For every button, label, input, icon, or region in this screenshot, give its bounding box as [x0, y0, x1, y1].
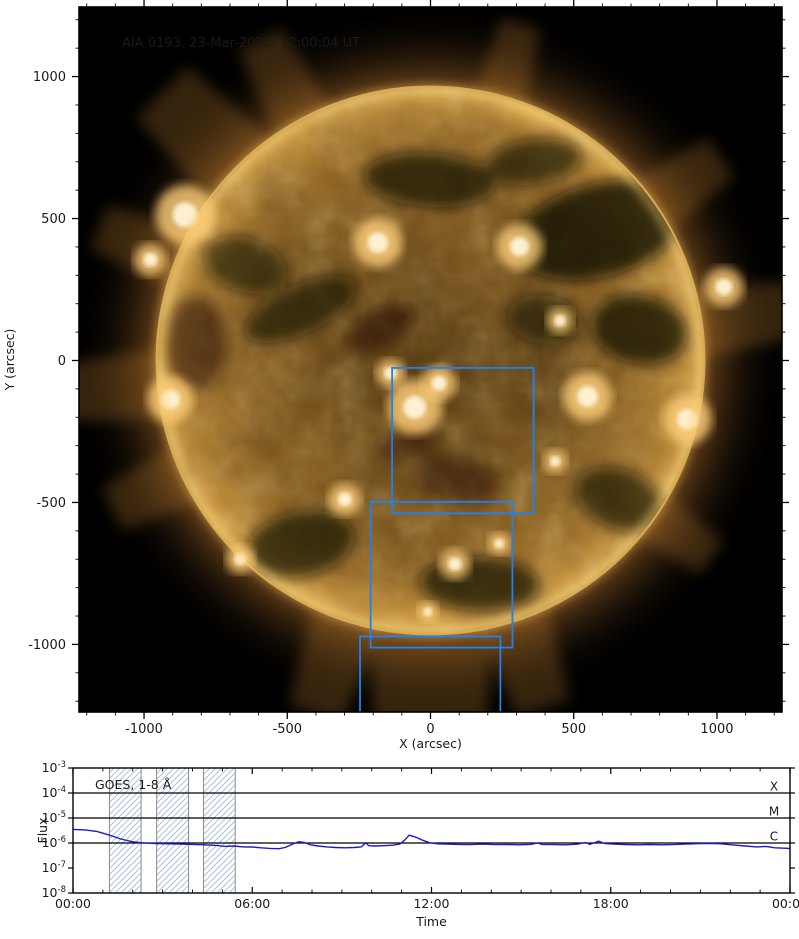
coronal-hole [515, 179, 684, 281]
solar-axes-ticks [72, 0, 789, 719]
x-tick-label: 500 [561, 722, 586, 737]
fov-box [359, 635, 502, 712]
y-tick-label: -500 [36, 496, 66, 511]
time-tick-label: 12:00 [413, 896, 449, 911]
goes-series-label: GOES, 1-8 Å [95, 777, 172, 792]
x-tick-label: -500 [273, 722, 303, 737]
active-region-core [423, 607, 433, 616]
time-tick-label: 18:00 [593, 896, 629, 911]
y-axis-label: Y (arcsec) [2, 329, 17, 392]
flux-tick-label: 10-4 [42, 785, 66, 800]
active-region-core [715, 278, 733, 296]
y-tick-label: 500 [41, 212, 66, 227]
x-tick-label: -1000 [125, 722, 163, 737]
y-tick-label: 0 [58, 354, 66, 369]
goes-axes-ticks [68, 767, 795, 894]
active-region-core [384, 367, 397, 380]
fov-box [391, 366, 535, 515]
coronal-hole [246, 510, 354, 579]
x-tick-label: 1000 [700, 722, 733, 737]
time-tick-label: 00:00 [55, 896, 91, 911]
y-tick-label: -1000 [28, 638, 66, 653]
goes-flux-curve [72, 828, 791, 850]
active-region-core [143, 252, 158, 267]
active-region-core [494, 539, 504, 549]
fov-box [369, 500, 514, 649]
active-region-core [172, 202, 198, 228]
coronal-hole [485, 138, 582, 186]
time-tick-label: 06:00 [234, 896, 270, 911]
flux-class-letter: M [769, 805, 779, 819]
aia-solar-map: AIA 0193, 23-Mar-2026, 12:00:04 UT -1000 -… [2, 0, 789, 751]
goes-hatch-band [109, 768, 142, 893]
coronal-hole [164, 295, 228, 392]
coronal-hole [591, 294, 688, 365]
limb-ring [154, 84, 707, 637]
active-region-core [367, 232, 389, 253]
x-tick-label: 0 [426, 722, 434, 737]
coronal-hole [374, 426, 442, 465]
flux-axis-label: Flux [35, 818, 50, 844]
active-region-core [577, 386, 598, 407]
solar-map-title: AIA 0193, 23-Mar-2026, 12:00:04 UT [122, 36, 360, 51]
time-axis-label: Time [415, 914, 447, 929]
coronal-hole [244, 276, 356, 344]
flux-tick-label: 10-3 [42, 760, 66, 775]
fov-boxes [359, 366, 535, 712]
active-region-core [403, 395, 427, 419]
time-tick-label: 00:00 [772, 896, 799, 911]
goes-hatch-band [156, 768, 189, 893]
x-axis-label: X (arcsec) [399, 736, 462, 751]
y-tick-label: 1000 [33, 70, 66, 85]
goes-hatch-band [203, 768, 236, 893]
active-region-core [431, 375, 447, 391]
active-region-core [550, 456, 561, 467]
coronal-hole [413, 456, 499, 504]
active-region-core [554, 315, 566, 327]
active-region-core [509, 237, 530, 257]
coronal-hole [364, 152, 496, 208]
flux-tick-label: 10-7 [42, 860, 66, 875]
solar-image [79, 8, 782, 712]
coronal-hole [345, 304, 414, 355]
coronal-hole [203, 235, 287, 294]
active-region-core [448, 557, 462, 571]
flux-class-letter: X [770, 780, 778, 794]
coronal-hole [575, 466, 664, 532]
flux-class-letter: C [770, 830, 778, 844]
active-region-core [337, 492, 352, 507]
